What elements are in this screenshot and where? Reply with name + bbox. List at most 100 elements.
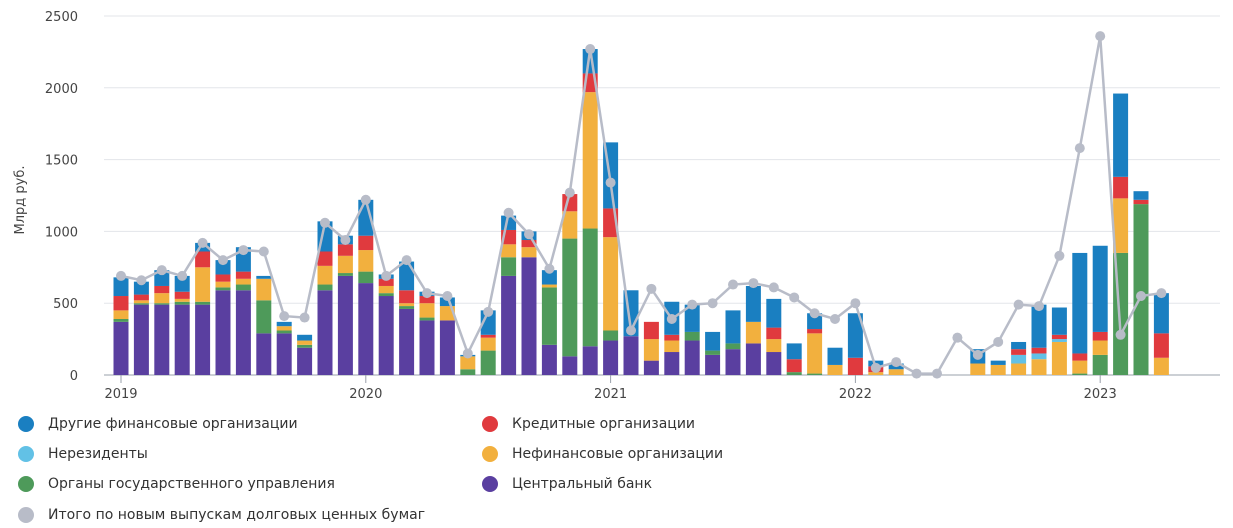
- y-tick-label: 0: [70, 369, 78, 384]
- bar-segment: [745, 343, 761, 375]
- bar-segment: [827, 347, 843, 365]
- bar-segment: [541, 284, 557, 288]
- legend-marker: [482, 476, 498, 492]
- bar-segment: [501, 275, 517, 375]
- bar-segment: [1133, 204, 1149, 375]
- bar-segment: [1051, 334, 1067, 340]
- bar-segment: [276, 326, 292, 331]
- bar-segment: [113, 321, 129, 375]
- bar-segment: [582, 228, 598, 347]
- bar-segment: [419, 303, 435, 318]
- bar-segment: [1113, 93, 1129, 177]
- bar-segment: [1031, 359, 1047, 375]
- bar-segment: [807, 329, 823, 334]
- total-point: [320, 217, 330, 228]
- bar-segment: [521, 257, 537, 375]
- bar-segment: [1011, 363, 1027, 375]
- x-tick-label: 2021: [594, 387, 627, 402]
- bar-segment: [256, 333, 272, 375]
- total-point: [891, 357, 902, 368]
- bar-segment: [623, 336, 639, 375]
- total-point: [585, 44, 596, 55]
- total-point: [218, 255, 228, 266]
- bar-segment: [766, 339, 782, 353]
- bar-segment: [725, 310, 741, 344]
- bar-segment: [399, 308, 415, 375]
- bar-segment: [256, 300, 272, 334]
- bar-segment: [439, 297, 455, 307]
- legend-label: Органы государственного управления: [48, 476, 335, 492]
- legend-label: Нерезиденты: [48, 446, 148, 462]
- x-tick-label: 2020: [349, 387, 382, 402]
- bar-segment: [684, 304, 700, 332]
- total-point: [483, 306, 494, 317]
- x-tick-label: 2023: [1084, 387, 1117, 402]
- bar-segment: [419, 317, 435, 321]
- bar-segment: [480, 334, 496, 338]
- legend-label: Нефинансовые организации: [512, 446, 724, 462]
- total-point: [1034, 301, 1044, 312]
- bar-segment: [460, 369, 476, 375]
- bar-segment: [807, 313, 823, 330]
- bar-segment: [297, 340, 313, 345]
- bar-segment: [603, 340, 619, 375]
- total-point: [258, 246, 269, 257]
- bar-segment: [399, 306, 415, 309]
- bar-segment: [378, 293, 394, 297]
- bar-segment: [705, 354, 721, 375]
- bar-segment: [664, 340, 680, 353]
- x-axis: 2019 2020 2021 2022 2023: [104, 375, 1117, 402]
- total-point: [830, 313, 840, 324]
- bar-segment: [399, 303, 415, 307]
- bar-segment: [317, 290, 333, 375]
- bar-segment: [480, 337, 496, 351]
- bar-segment: [358, 271, 374, 284]
- bar-segment: [358, 250, 374, 272]
- bar-segment: [562, 211, 578, 239]
- bar-segment: [827, 364, 843, 375]
- total-point: [646, 283, 657, 294]
- legend-label: Итого по новым выпускам долговых ценных …: [48, 507, 426, 523]
- total-point: [442, 291, 453, 302]
- bar-segment: [215, 274, 231, 282]
- legend-marker: [482, 416, 498, 432]
- bar-segment: [154, 303, 170, 305]
- total-point: [1054, 250, 1065, 261]
- bar-segment: [541, 287, 557, 345]
- bars: [113, 49, 1169, 375]
- bar-segment: [215, 290, 231, 375]
- bar-segment: [684, 331, 700, 341]
- bar-segment: [582, 92, 598, 229]
- bar-segment: [847, 357, 863, 375]
- bar-segment: [582, 346, 598, 375]
- bar-segment: [562, 238, 578, 357]
- bar-segment: [399, 290, 415, 304]
- bar-segment: [235, 290, 251, 375]
- bar-segment: [1072, 252, 1088, 354]
- bar-segment: [603, 237, 619, 331]
- total-point: [870, 362, 881, 373]
- bar-segment: [297, 344, 313, 348]
- bar-segment: [133, 303, 149, 305]
- bar-segment: [970, 363, 986, 375]
- total-point: [911, 368, 922, 379]
- total-point: [789, 292, 800, 303]
- total-point: [564, 187, 575, 198]
- total-point: [524, 229, 534, 240]
- bar-segment: [256, 278, 272, 301]
- bar-segment: [643, 360, 659, 375]
- bar-segment: [174, 275, 190, 292]
- bar-segment: [399, 261, 415, 291]
- total-point: [666, 313, 677, 324]
- bar-segment: [1092, 354, 1108, 375]
- y-axis: 0 500 1000 1500 2000 2500: [45, 10, 78, 384]
- bar-segment: [113, 296, 129, 311]
- bar-segment: [603, 330, 619, 341]
- bar-segment: [501, 244, 517, 258]
- bar-segment: [419, 296, 435, 304]
- legend-label: Центральный банк: [512, 476, 653, 492]
- bar-segment: [1092, 340, 1108, 355]
- total-point: [136, 275, 147, 286]
- total-point: [728, 279, 738, 290]
